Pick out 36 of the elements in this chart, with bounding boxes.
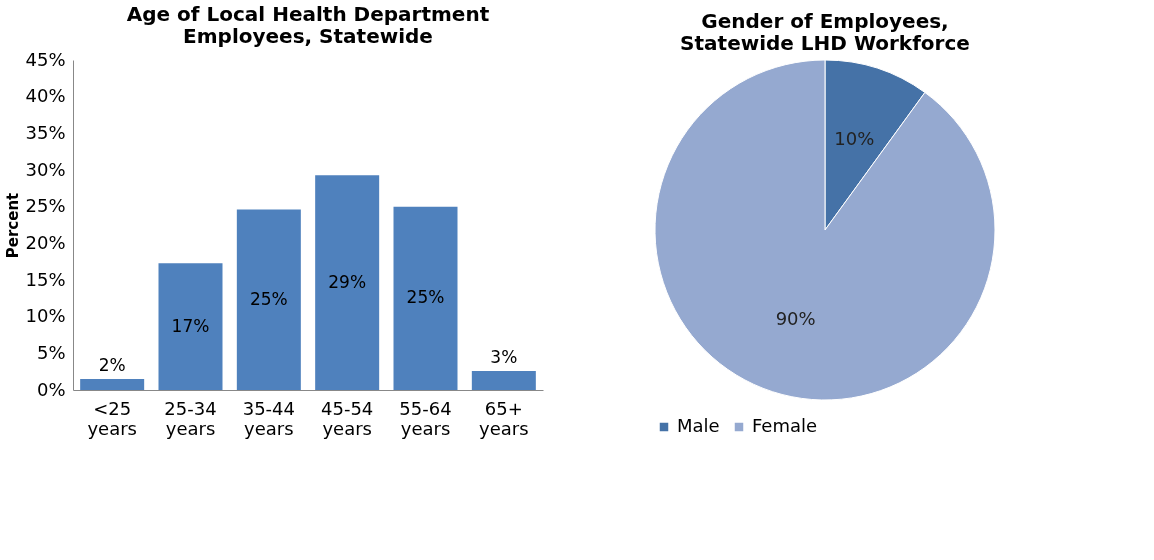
y-tick-label: 20% [25,231,66,253]
pie-slice [654,59,996,401]
y-tick-label: 5% [36,341,66,363]
legend-label: Male [677,415,720,436]
y-axis-title: Percent [4,192,23,259]
bar [236,209,301,390]
x-tick-label: 65+ years [479,397,529,439]
bar [315,175,380,390]
chart-title: Gender of Employees, Statewide LHD Workforce [680,9,970,55]
data-label: 10% [834,127,875,149]
y-tick-label: 0% [36,378,66,400]
y-tick-label: 15% [25,268,66,290]
data-label: 25% [406,287,445,308]
y-tick-label: 10% [25,305,66,327]
x-tick-label: 45-54 years [321,397,374,439]
data-label: 17% [171,315,210,336]
y-tick-label: 35% [25,121,66,143]
x-tick-label: <25 years [87,397,137,439]
data-label: 25% [249,288,288,309]
bar [80,379,145,390]
y-tick-label: 45% [25,48,66,70]
x-tick-label: 25-34 years [164,397,217,439]
y-tick-label: 25% [25,195,66,217]
y-tick-label: 40% [25,85,66,107]
bar [393,206,458,390]
bar [471,370,536,390]
data-label: 3% [490,346,518,367]
data-label: 2% [98,355,126,375]
y-tick-label: 30% [25,158,66,180]
data-label: 90% [775,308,816,330]
chart-title: Age of Local Health Department Employees, Statewide [126,2,490,48]
x-tick-label: 35-44 years [242,397,295,439]
legend-label: Female [752,415,818,436]
bar [158,263,223,390]
x-tick-label: 55-64 years [399,397,452,439]
data-label: 29% [328,271,367,292]
